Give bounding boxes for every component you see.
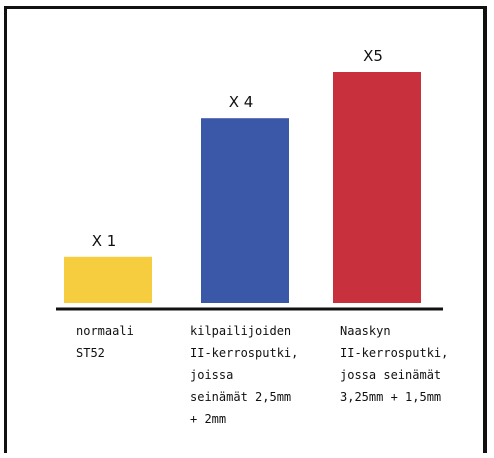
bar-kilpailijoiden	[201, 118, 289, 303]
category-label-normaali: normaali ST52	[76, 324, 134, 360]
category-label-naaskyn: Naaskyn II-kerrosputki, jossa seinämät 3…	[340, 324, 449, 404]
bar-value-label-naaskyn: X5	[363, 47, 383, 65]
bar-value-label-kilpailijoiden: X 4	[229, 93, 254, 111]
bar-naaskyn	[333, 72, 421, 303]
bar-normaali	[64, 256, 152, 303]
chart-frame	[4, 6, 487, 453]
category-label-kilpailijoiden: kilpailijoiden II-kerrosputki, joissa se…	[190, 324, 299, 426]
bar-value-label-normaali: X 1	[92, 232, 117, 250]
